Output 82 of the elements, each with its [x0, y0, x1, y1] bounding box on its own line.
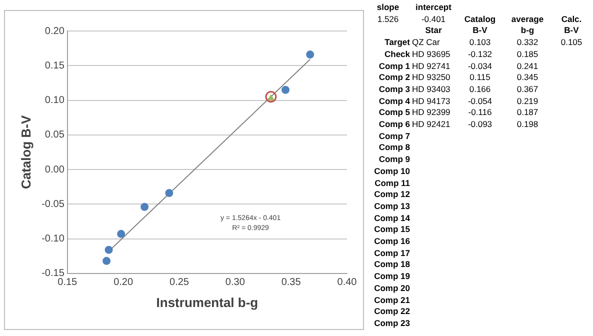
point: [265, 91, 277, 103]
x-tick-label: 0.25: [170, 277, 190, 288]
text: 0.241: [516, 60, 538, 70]
category-label: Comp 22: [374, 306, 410, 316]
category-label: Target: [384, 37, 410, 48]
y-tick-label: -0.05: [42, 198, 65, 210]
category-label: average b-g: [510, 14, 545, 38]
category-label: Comp 19: [374, 271, 410, 282]
text: 0.185: [516, 48, 538, 59]
point: [104, 246, 113, 254]
text: 0.115: [470, 72, 490, 82]
text: 0.103: [469, 37, 491, 48]
category-label: Comp 11: [374, 178, 410, 188]
text: HD 93695: [412, 48, 450, 59]
text: -0.054: [468, 96, 492, 106]
y-tick-label: -0.10: [42, 234, 65, 245]
category-label: Comp 12: [374, 189, 410, 200]
point: [140, 202, 149, 211]
category-label: Star: [424, 25, 443, 38]
category-label: Comp 13: [374, 200, 410, 211]
text: slope: [376, 2, 400, 14]
x-tick-label: 0.40: [337, 277, 358, 288]
category-label: Comp 18: [374, 259, 410, 270]
text: -0.116: [468, 107, 492, 118]
category-label: Comp 4: [378, 96, 410, 106]
text: 0.367: [516, 84, 538, 94]
category-label: Comp 23: [374, 318, 410, 328]
category-label: Comp 8: [378, 142, 410, 152]
point: [117, 230, 126, 238]
x-tick-label: 0.30: [225, 277, 246, 288]
y-axis-title: Catalog B-V: [18, 115, 34, 190]
text: HD 93250: [412, 72, 450, 82]
category-label: Comp 21: [374, 294, 410, 304]
y-tick-label: 0.15: [44, 60, 65, 72]
text: 0.332: [516, 37, 538, 48]
category-label: Comp 1: [378, 60, 410, 70]
text: 0.345: [516, 72, 538, 82]
text: -0.034: [468, 60, 492, 70]
category-label: Comp 2: [378, 72, 410, 82]
category-label: Comp 17: [374, 248, 410, 258]
text: 1.526: [376, 14, 400, 26]
category-label: Comp 16: [374, 236, 410, 246]
x-tick-label: 0.15: [58, 277, 78, 288]
category-label: Comp 10: [374, 166, 410, 176]
text: 0.166: [469, 84, 491, 94]
x-tick-label: 0.20: [114, 277, 134, 288]
y-tick-label: 0.05: [44, 130, 65, 141]
text: 0.198: [516, 119, 538, 129]
category-label: Comp 3: [378, 84, 410, 94]
category-label: Check: [384, 48, 410, 59]
y-tick-label: 0.00: [44, 164, 65, 176]
x-axis-title: Instrumental b-g: [156, 294, 258, 310]
category-label: Comp 7: [378, 130, 410, 141]
point: [281, 86, 290, 94]
text: 0.187: [516, 107, 538, 118]
point: [306, 50, 314, 59]
text: intercept: [414, 2, 452, 14]
point: [165, 189, 174, 198]
text: -0.093: [468, 119, 492, 129]
text: HD 93403: [412, 84, 450, 94]
text: HD 94173: [412, 96, 450, 106]
category-label: Comp 15: [374, 224, 410, 234]
text: -0.132: [468, 48, 492, 59]
category-label: Calc. B-V: [560, 14, 583, 38]
text: 0.105: [560, 37, 582, 48]
category-label: Catalog B-V: [463, 14, 497, 38]
text: 0.219: [516, 96, 538, 106]
y-tick-label: 0.20: [44, 26, 65, 37]
x-tick-label: 0.35: [281, 277, 302, 288]
text: HD 92399: [412, 107, 450, 118]
point: [102, 256, 111, 265]
text: QZ Car: [412, 37, 440, 48]
y-tick-label: 0.10: [44, 95, 65, 106]
category-label: Comp 6: [378, 119, 410, 129]
category-label: Comp 14: [374, 212, 410, 223]
category-label: Comp 20: [374, 282, 410, 293]
y-tick-label: -0.15: [42, 268, 65, 280]
category-label: Comp 9: [378, 154, 410, 164]
text: -0.401: [420, 14, 447, 26]
text: HD 92741: [412, 60, 450, 70]
text: HD 92421: [412, 119, 450, 129]
category-label: Comp 5: [378, 107, 410, 118]
